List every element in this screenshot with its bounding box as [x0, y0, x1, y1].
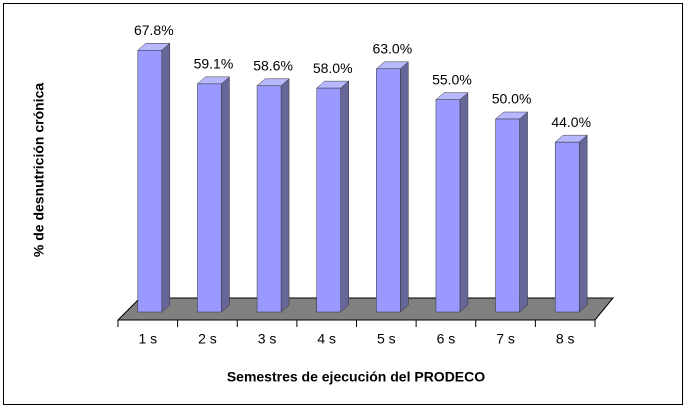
- bar-side: [280, 78, 290, 313]
- value-label: 67.8%: [134, 22, 174, 38]
- x-tick-label: 3 s: [258, 331, 277, 347]
- bar-side: [459, 92, 469, 313]
- x-tick-label: 8 s: [556, 331, 575, 347]
- value-label: 59.1%: [194, 56, 234, 72]
- bar-side: [161, 42, 171, 313]
- bar-group: [375, 61, 409, 313]
- bar-group: [494, 111, 529, 313]
- bar: [256, 85, 282, 313]
- bar-group: [554, 134, 588, 313]
- bar: [554, 141, 580, 313]
- bar-group: [196, 76, 231, 313]
- floor: [116, 297, 615, 321]
- bar-group: [316, 80, 350, 313]
- x-tick-label: 5 s: [377, 331, 396, 347]
- x-tick-label: 7 s: [496, 331, 515, 347]
- bar-side: [221, 76, 230, 313]
- x-axis-title: Semestres de ejecución del PRODECO: [227, 369, 485, 385]
- bar: [137, 50, 163, 313]
- value-label: 55.0%: [432, 71, 472, 87]
- bar-side: [578, 134, 588, 313]
- value-label: 44.0%: [551, 114, 591, 130]
- bar-group: [435, 92, 469, 313]
- bar: [435, 99, 461, 313]
- bar: [197, 83, 222, 313]
- value-label: 50.0%: [492, 91, 532, 107]
- bar-group: [137, 42, 171, 313]
- bar: [495, 118, 520, 313]
- bar: [316, 87, 341, 313]
- x-tick-label: 2 s: [198, 331, 217, 347]
- bar: [376, 68, 401, 313]
- value-label: 58.0%: [313, 60, 353, 76]
- value-label: 63.0%: [372, 41, 412, 57]
- bar-side: [340, 80, 349, 313]
- x-tick-label: 1 s: [138, 331, 157, 347]
- value-label: 58.6%: [253, 58, 293, 74]
- bar-side: [400, 61, 409, 313]
- x-tick-label: 6 s: [437, 331, 456, 347]
- bar-side: [519, 111, 528, 313]
- x-tick-label: 4 s: [317, 331, 336, 347]
- bar-group: [256, 78, 290, 313]
- y-axis-title: % de desnutrición crónica: [31, 83, 47, 257]
